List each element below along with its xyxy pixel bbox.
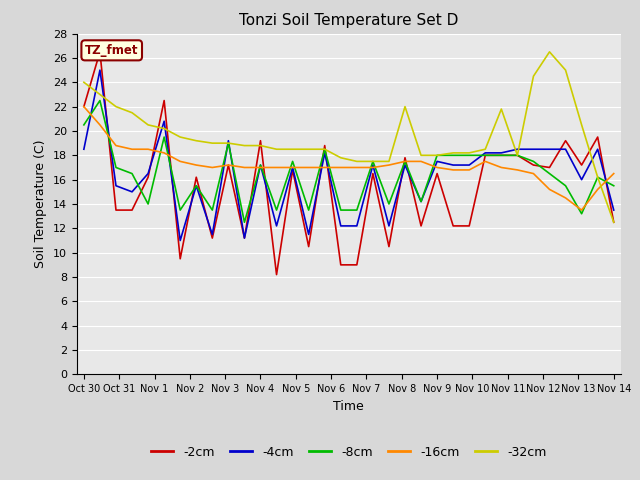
X-axis label: Time: Time	[333, 400, 364, 413]
Text: TZ_fmet: TZ_fmet	[85, 44, 138, 57]
Y-axis label: Soil Temperature (C): Soil Temperature (C)	[35, 140, 47, 268]
Title: Tonzi Soil Temperature Set D: Tonzi Soil Temperature Set D	[239, 13, 458, 28]
Legend: -2cm, -4cm, -8cm, -16cm, -32cm: -2cm, -4cm, -8cm, -16cm, -32cm	[146, 441, 552, 464]
